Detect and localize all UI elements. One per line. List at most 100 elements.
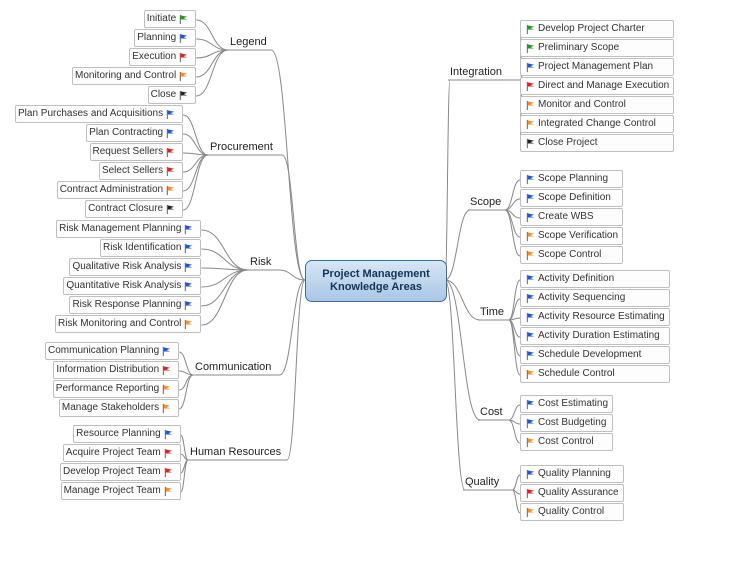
leaves-human-resources: Resource Planning Acquire Project Team Dev… xyxy=(60,425,181,501)
leaf-label: Information Distribution xyxy=(56,362,159,378)
leaves-cost: Cost Estimating Cost Budgeting Cost Contro… xyxy=(520,395,613,452)
leaf-item: Execution xyxy=(129,48,196,66)
leaf-item: Integrated Change Control xyxy=(520,115,674,133)
leaves-communication: Communication Planning Information Distri… xyxy=(45,342,179,418)
leaf-item: Information Distribution xyxy=(53,361,179,379)
flag-icon xyxy=(178,52,189,63)
leaf-label: Request Sellers xyxy=(93,144,164,160)
leaf-item: Cost Estimating xyxy=(520,395,613,413)
leaf-item: Risk Response Planning xyxy=(69,296,201,314)
leaf-label: Risk Monitoring and Control xyxy=(58,316,181,332)
leaf-item: Contract Administration xyxy=(57,181,183,199)
branch-scope: Scope xyxy=(470,196,501,208)
leaf-label: Scope Definition xyxy=(538,190,611,206)
leaf-label: Schedule Control xyxy=(538,366,615,382)
flag-icon xyxy=(161,346,172,357)
flag-icon xyxy=(183,262,194,273)
leaf-label: Plan Purchases and Acquisitions xyxy=(18,106,163,122)
leaf-label: Execution xyxy=(132,49,176,65)
flag-icon xyxy=(525,274,536,285)
leaf-label: Quality Assurance xyxy=(538,485,619,501)
leaf-label: Integrated Change Control xyxy=(538,116,656,132)
leaf-item: Manage Project Team xyxy=(61,482,181,500)
leaf-label: Plan Contracting xyxy=(89,125,163,141)
leaf-item: Risk Management Planning xyxy=(56,220,201,238)
flag-icon xyxy=(165,204,176,215)
leaf-label: Qualitative Risk Analysis xyxy=(72,259,181,275)
leaf-item: Initiate xyxy=(144,10,196,28)
leaf-label: Quantitative Risk Analysis xyxy=(66,278,181,294)
leaf-item: Close xyxy=(148,86,197,104)
leaf-label: Acquire Project Team xyxy=(66,445,161,461)
flag-icon xyxy=(525,24,536,35)
branch-quality: Quality xyxy=(465,476,499,488)
flag-icon xyxy=(525,100,536,111)
flag-icon xyxy=(161,384,172,395)
flag-icon xyxy=(525,231,536,242)
leaf-item: Develop Project Team xyxy=(60,463,181,481)
leaf-item: Manage Stakeholders xyxy=(59,399,179,417)
leaf-item: Planning xyxy=(134,29,196,47)
leaf-label: Risk Identification xyxy=(103,240,181,256)
leaf-item: Acquire Project Team xyxy=(63,444,181,462)
leaves-quality: Quality Planning Quality Assurance Quality… xyxy=(520,465,624,522)
leaf-label: Communication Planning xyxy=(48,343,159,359)
leaves-scope: Scope Planning Scope Definition Create WBS… xyxy=(520,170,623,265)
leaf-label: Activity Sequencing xyxy=(538,290,625,306)
leaf-label: Schedule Development xyxy=(538,347,641,363)
leaves-time: Activity Definition Activity Sequencing Ac… xyxy=(520,270,670,384)
leaf-label: Manage Stakeholders xyxy=(62,400,159,416)
flag-icon xyxy=(165,147,176,158)
flag-icon xyxy=(178,90,189,101)
leaf-label: Close xyxy=(151,87,177,103)
flag-icon xyxy=(525,399,536,410)
leaf-item: Plan Purchases and Acquisitions xyxy=(15,105,183,123)
leaf-label: Monitor and Control xyxy=(538,97,626,113)
leaf-item: Quantitative Risk Analysis xyxy=(63,277,201,295)
leaf-label: Scope Control xyxy=(538,247,601,263)
leaf-item: Cost Control xyxy=(520,433,613,451)
flag-icon xyxy=(183,224,194,235)
leaf-item: Scope Verification xyxy=(520,227,623,245)
leaf-item: Resource Planning xyxy=(73,425,181,443)
flag-icon xyxy=(183,300,194,311)
leaf-label: Create WBS xyxy=(538,209,594,225)
flag-icon xyxy=(525,212,536,223)
flag-icon xyxy=(525,350,536,361)
branch-human-resources: Human Resources xyxy=(190,446,281,458)
flag-icon xyxy=(163,448,174,459)
leaf-label: Scope Planning xyxy=(538,171,608,187)
leaf-label: Risk Response Planning xyxy=(72,297,181,313)
leaves-risk: Risk Management Planning Risk Identificat… xyxy=(55,220,201,334)
leaf-item: Quality Planning xyxy=(520,465,624,483)
leaf-label: Cost Budgeting xyxy=(538,415,606,431)
leaf-label: Initiate xyxy=(147,11,176,27)
leaf-item: Monitor and Control xyxy=(520,96,674,114)
leaf-label: Project Management Plan xyxy=(538,59,653,75)
flag-icon xyxy=(525,293,536,304)
leaf-label: Activity Resource Estimating xyxy=(538,309,665,325)
leaf-item: Performance Reporting xyxy=(53,380,179,398)
branch-cost: Cost xyxy=(480,406,503,418)
leaf-item: Scope Control xyxy=(520,246,623,264)
leaf-item: Project Management Plan xyxy=(520,58,674,76)
leaf-label: Scope Verification xyxy=(538,228,618,244)
flag-icon xyxy=(178,71,189,82)
flag-icon xyxy=(165,166,176,177)
branch-risk: Risk xyxy=(250,256,271,268)
flag-icon xyxy=(163,486,174,497)
flag-icon xyxy=(163,467,174,478)
branch-time: Time xyxy=(480,306,504,318)
leaf-item: Quality Control xyxy=(520,503,624,521)
leaf-item: Qualitative Risk Analysis xyxy=(69,258,201,276)
leaf-item: Contract Closure xyxy=(85,200,183,218)
flag-icon xyxy=(525,250,536,261)
flag-icon xyxy=(525,174,536,185)
flag-icon xyxy=(525,62,536,73)
leaf-item: Scope Planning xyxy=(520,170,623,188)
flag-icon xyxy=(525,488,536,499)
leaf-item: Activity Definition xyxy=(520,270,670,288)
flag-icon xyxy=(525,418,536,429)
leaf-item: Develop Project Charter xyxy=(520,20,674,38)
flag-icon xyxy=(525,312,536,323)
